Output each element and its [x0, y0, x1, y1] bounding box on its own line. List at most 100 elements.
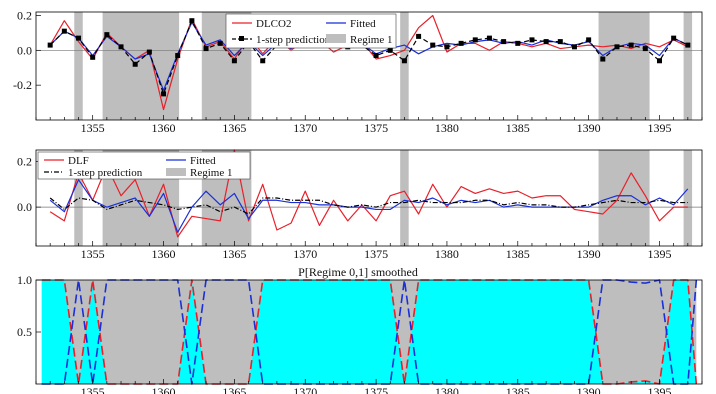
x-tick-label: 1355	[81, 121, 105, 135]
prediction-marker	[557, 39, 563, 45]
prediction-marker	[430, 42, 436, 48]
regime-1-band	[400, 150, 409, 246]
legend-swatch-regime	[326, 34, 346, 43]
series-line-3	[49, 20, 689, 95]
regime-1-band	[683, 12, 693, 120]
legend-label-dlf: DLF	[68, 155, 89, 167]
prediction-marker	[671, 35, 677, 41]
regime-0-probability-area	[41, 280, 697, 384]
prediction-marker	[401, 58, 407, 64]
prediction-marker	[146, 49, 152, 55]
prediction-marker	[189, 18, 195, 24]
prediction-marker	[472, 37, 478, 43]
y-tick-label: 0.2	[17, 8, 32, 22]
series-line-3	[49, 197, 688, 215]
regime-1-band	[74, 150, 83, 246]
prediction-marker	[642, 46, 648, 52]
y-tick-label: 1.0	[17, 273, 32, 287]
x-tick-label: 1370	[293, 385, 317, 394]
x-tick-label: 1375	[364, 385, 388, 394]
prediction-marker	[543, 39, 549, 45]
x-tick-label: 1395	[647, 121, 671, 135]
x-tick-label: 1390	[577, 121, 601, 135]
axis-ticks: 1355 1360 1365 1370 1375 1380 1385 1390 1395 0.5 1…	[17, 273, 703, 394]
prediction-marker	[571, 44, 577, 50]
prediction-marker	[614, 44, 620, 50]
prediction-marker	[444, 44, 450, 50]
panel-dlco2: 1355 1360 1365 1370 1375 1380 1385 1390 1395 -0.2…	[13, 8, 703, 135]
x-tick-label: 1395	[647, 385, 671, 394]
prediction-marker	[47, 42, 53, 48]
x-tick-label: 1365	[222, 247, 246, 261]
prediction-marker	[628, 42, 634, 48]
prediction-marker	[132, 61, 138, 67]
prediction-marker	[501, 39, 507, 45]
prediction-marker	[203, 46, 209, 52]
legend-box	[225, 13, 397, 49]
axis-ticks: 1355 1360 1365 1370 1375 1380 1385 1390 1395 0.0 0…	[17, 154, 703, 261]
y-tick-label: 0.0	[17, 200, 32, 214]
x-tick-label: 1370	[293, 247, 317, 261]
prediction-marker	[416, 33, 422, 39]
prediction-marker	[600, 56, 606, 62]
legend-label-regime: Regime 1	[350, 34, 392, 46]
x-tick-label: 1365	[222, 121, 246, 135]
prediction-marker	[586, 37, 592, 43]
legend-marker-prediction	[239, 36, 244, 41]
legend-label-fitted: Fitted	[350, 18, 376, 30]
panel-regime-probability: P[Regime 0,1] smoothed 1355 1360 1365 1370 1…	[17, 265, 703, 394]
prediction-marker	[231, 58, 237, 64]
series-group	[47, 14, 691, 111]
y-tick-label: 0.2	[17, 154, 32, 168]
prediction-marker	[90, 54, 96, 60]
series-line-2	[49, 179, 689, 233]
probability-areas	[41, 280, 697, 384]
x-tick-label: 1360	[152, 385, 176, 394]
regime-1-band	[102, 12, 180, 120]
x-tick-label: 1385	[506, 247, 530, 261]
x-tick-label: 1355	[81, 385, 105, 394]
regime-1-band	[400, 12, 409, 120]
y-tick-label: -0.2	[13, 78, 32, 92]
legend-label-prediction: 1-step prediction	[256, 34, 331, 46]
plot-frame	[35, 149, 703, 247]
series-line-1	[49, 149, 688, 238]
prediction-marker	[175, 53, 181, 59]
x-tick-label: 1365	[222, 385, 246, 394]
prediction-marker	[161, 91, 167, 97]
x-tick-label: 1395	[647, 247, 671, 261]
prediction-marker	[76, 35, 82, 41]
legend-label-fitted: Fitted	[190, 155, 216, 167]
prediction-marker	[104, 32, 110, 38]
prediction-marker	[486, 35, 492, 41]
y-tick-label: 0.5	[17, 325, 32, 339]
legend-label-dlco2: DLCO2	[256, 18, 291, 30]
plot-frame	[35, 11, 703, 121]
regime-1-band	[598, 150, 650, 246]
prediction-marker	[118, 44, 124, 50]
y-tick-label: 0.0	[17, 43, 32, 57]
legend-label-regime: Regime 1	[190, 167, 232, 179]
regime-1-band	[598, 12, 650, 120]
x-tick-label: 1375	[364, 247, 388, 261]
regime-1-probability-area	[41, 280, 697, 384]
prediction-marker	[685, 42, 691, 48]
legend-swatch-regime	[166, 168, 186, 176]
x-tick-label: 1380	[435, 121, 459, 135]
legend-box	[37, 151, 251, 180]
prediction-marker	[515, 40, 521, 46]
prediction-marker	[260, 58, 266, 64]
prediction-marker	[458, 40, 464, 46]
x-tick-label: 1390	[577, 385, 601, 394]
legend: DLCO2 Fitted 1-step prediction Regime 1	[225, 13, 397, 49]
regime-1-band	[683, 150, 693, 246]
prediction-marker	[529, 37, 535, 43]
prediction-marker	[387, 47, 393, 53]
x-tick-label: 1380	[435, 247, 459, 261]
prediction-marker	[373, 53, 379, 59]
axis-ticks: 1355 1360 1365 1370 1375 1380 1385 1390 1395 -0.2…	[13, 8, 703, 135]
legend-label-prediction: 1-step prediction	[68, 167, 143, 179]
x-tick-label: 1375	[364, 121, 388, 135]
prediction-marker	[656, 58, 662, 64]
